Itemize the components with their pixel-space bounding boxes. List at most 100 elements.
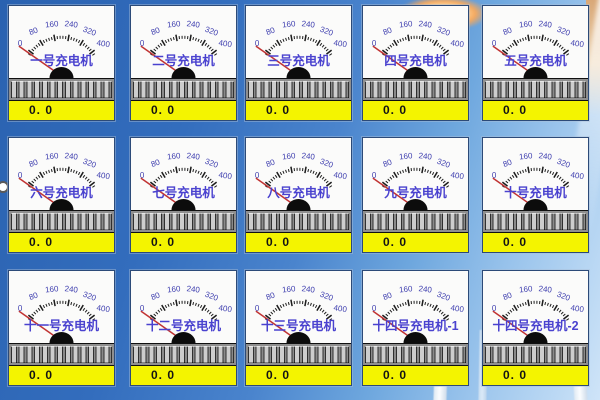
gauge-label: 六号充电机 (30, 186, 93, 200)
value-display: 0. 0 (9, 101, 114, 120)
gauge-label: 十三号充电机 (260, 319, 336, 333)
tick-marks (381, 166, 450, 188)
scale-tick-label: 0 (18, 39, 23, 48)
gauge-label: 十二号充电机 (145, 319, 221, 333)
scale-tick-label: 160 (167, 284, 182, 294)
value-display: 0. 0 (246, 233, 351, 252)
scale-tick-label: 240 (538, 19, 553, 29)
needle-pivot (171, 67, 196, 78)
scale-tick-label: 320 (556, 290, 572, 303)
needle-pivot (171, 199, 196, 210)
tick-marks (27, 299, 96, 321)
scale-tick-label: 80 (28, 157, 40, 169)
needle-pivot (49, 199, 74, 210)
scale-tick-label: 400 (570, 303, 585, 314)
scale-tick-label: 320 (319, 290, 335, 303)
value-display: 0. 0 (246, 366, 351, 385)
vent-grille (9, 79, 114, 101)
scale-tick-label: 160 (45, 284, 60, 294)
scale-tick-label: 160 (282, 151, 297, 161)
charger-meter: 七号充电机 0 80 160 240 320 400 0. 0 (130, 137, 237, 253)
scale-tick-label: 240 (418, 19, 433, 29)
vent-slats (365, 81, 466, 98)
vent-grille (9, 344, 114, 366)
vent-slats (11, 346, 112, 363)
scale-tick-label: 80 (502, 157, 514, 169)
gauge-label: 十四号充电机-2 (492, 319, 579, 333)
scale-tick-label: 240 (301, 151, 316, 161)
gauge-face: 十三号充电机 0 80 160 240 320 400 (246, 271, 351, 344)
charger-meter: 六号充电机 0 80 160 240 320 400 0. 0 (8, 137, 115, 253)
value-display: 0. 0 (246, 101, 351, 120)
scale-tick-label: 0 (18, 304, 23, 313)
scale-tick-label: 320 (82, 25, 98, 38)
gauge-face: 十四号充电机-1 0 80 160 240 320 400 (363, 271, 468, 344)
scale-tick-label: 400 (218, 170, 233, 181)
vent-grille (363, 79, 468, 101)
scale-tick-label: 0 (372, 171, 377, 180)
scale-tick-label: 400 (96, 303, 111, 314)
scale-tick-label: 80 (382, 157, 394, 169)
vent-slats (133, 213, 234, 230)
vent-slats (133, 346, 234, 363)
vent-grille (131, 211, 236, 233)
scale-tick-label: 240 (64, 151, 79, 161)
gauge-face: 十二号充电机 0 80 160 240 320 400 (131, 271, 236, 344)
vent-slats (485, 346, 586, 363)
gauge-face: 五号充电机 0 80 160 240 320 400 (483, 6, 588, 79)
scale-tick-label: 320 (82, 290, 98, 303)
scale-tick-label: 400 (218, 38, 233, 49)
vent-grille (131, 79, 236, 101)
scale-tick-label: 80 (28, 290, 40, 302)
scale-tick-label: 0 (255, 304, 260, 313)
tick-marks (501, 166, 570, 188)
scale-tick-label: 80 (265, 25, 277, 37)
scale-tick-label: 320 (204, 290, 220, 303)
scale-tick-label: 160 (282, 19, 297, 29)
needle-pivot (523, 67, 548, 78)
scale-tick-label: 0 (372, 39, 377, 48)
scale-tick-label: 240 (186, 284, 201, 294)
scale-tick-label: 240 (538, 151, 553, 161)
scale-tick-label: 320 (556, 157, 572, 170)
value-display: 0. 0 (483, 233, 588, 252)
needle-pivot (286, 199, 311, 210)
scale-tick-label: 400 (570, 170, 585, 181)
scale-tick-label: 80 (502, 290, 514, 302)
needle-pivot (286, 332, 311, 343)
vent-slats (11, 213, 112, 230)
needle-pivot (286, 67, 311, 78)
charger-meter: 十四号充电机-1 0 80 160 240 320 400 0. 0 (362, 270, 469, 386)
scale-tick-label: 80 (150, 157, 162, 169)
gauge-face: 十四号充电机-2 0 80 160 240 320 400 (483, 271, 588, 344)
scale-tick-label: 160 (399, 284, 414, 294)
vent-grille (9, 211, 114, 233)
gauge-label: 五号充电机 (504, 54, 567, 68)
vent-slats (133, 81, 234, 98)
scale-tick-label: 80 (150, 290, 162, 302)
gauge-face: 七号充电机 0 80 160 240 320 400 (131, 138, 236, 211)
scale-tick-label: 320 (82, 157, 98, 170)
gauge-face: 三号充电机 0 80 160 240 320 400 (246, 6, 351, 79)
value-display: 0. 0 (9, 366, 114, 385)
scale-tick-label: 160 (519, 151, 534, 161)
gauge-label: 九号充电机 (384, 186, 447, 200)
charger-meter: 九号充电机 0 80 160 240 320 400 0. 0 (362, 137, 469, 253)
value-display: 0. 0 (363, 366, 468, 385)
scale-tick-label: 80 (28, 25, 40, 37)
scale-tick-label: 80 (382, 290, 394, 302)
vent-slats (248, 213, 349, 230)
scale-tick-label: 0 (18, 171, 23, 180)
scale-tick-label: 160 (282, 284, 297, 294)
scale-tick-label: 0 (255, 171, 260, 180)
scale-tick-label: 400 (333, 38, 348, 49)
gauge-label: 一号充电机 (30, 54, 93, 68)
value-display: 0. 0 (483, 366, 588, 385)
